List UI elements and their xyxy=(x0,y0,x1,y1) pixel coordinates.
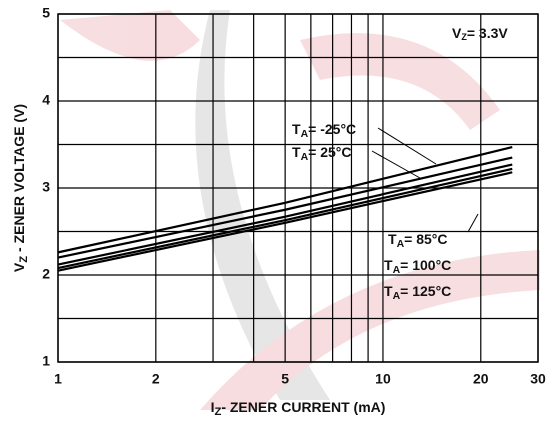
series-line xyxy=(57,146,513,254)
x-tick-label: 2 xyxy=(152,371,160,387)
text-rest: = 3.3V xyxy=(467,25,509,41)
text-sub: Z xyxy=(18,256,30,263)
x-tick-label: 10 xyxy=(375,371,391,387)
text-rest: = 125°C xyxy=(400,283,451,299)
rich-text: TA= 100°C xyxy=(384,257,451,276)
y-tick-label: 2 xyxy=(42,266,50,282)
y-tick-label: 1 xyxy=(42,353,50,369)
rich-text: VZ= 3.3V xyxy=(452,25,508,43)
text-rest: = 100°C xyxy=(400,257,451,273)
leader-lines xyxy=(371,127,479,233)
watermark xyxy=(60,10,540,410)
text-sub: Z xyxy=(214,406,221,418)
text-main: T xyxy=(384,283,393,299)
text-rest: - ZENER CURRENT (mA) xyxy=(221,399,385,415)
text-rest: = 85°C xyxy=(404,231,447,247)
y-tick-label: 3 xyxy=(42,179,50,195)
text-sub: A xyxy=(301,128,309,140)
y-tick-label: 5 xyxy=(42,5,50,21)
x-tick-label: 30 xyxy=(530,371,546,387)
text-main: T xyxy=(292,121,301,137)
text-main: T xyxy=(292,144,301,160)
rich-text: VZ - ZENER VOLTAGE (V) xyxy=(11,104,30,272)
rich-text: TA= 125°C xyxy=(384,283,451,302)
text-main: I xyxy=(211,399,215,415)
text-rest: = -25°C xyxy=(308,121,356,137)
text-main: V xyxy=(11,262,27,272)
series-line xyxy=(57,156,513,259)
text-rest: - ZENER VOLTAGE (V) xyxy=(11,104,27,256)
rich-text: IZ- ZENER CURRENT (mA) xyxy=(211,399,386,418)
text-sub: A xyxy=(301,151,309,163)
series-line xyxy=(57,163,513,266)
text-main: V xyxy=(452,25,462,41)
rich-text: TA= -25°C xyxy=(292,121,356,140)
text-sub: A xyxy=(393,264,401,276)
y-tick-label: 4 xyxy=(42,92,50,108)
text-main: T xyxy=(384,257,393,273)
text-sub: Z xyxy=(461,32,467,42)
rich-text: TA= 25°C xyxy=(292,144,352,163)
series-line xyxy=(57,167,513,270)
text-rest: = 25°C xyxy=(308,144,351,160)
series-line xyxy=(57,171,513,272)
x-tick-label: 20 xyxy=(473,371,489,387)
x-tick-label: 5 xyxy=(281,371,289,387)
rich-text: TA= 85°C xyxy=(388,231,448,250)
x-tick-label: 1 xyxy=(54,371,62,387)
plot-border xyxy=(57,13,539,363)
text-sub: A xyxy=(393,290,401,302)
text-sub: A xyxy=(397,238,405,250)
text-main: T xyxy=(388,231,397,247)
